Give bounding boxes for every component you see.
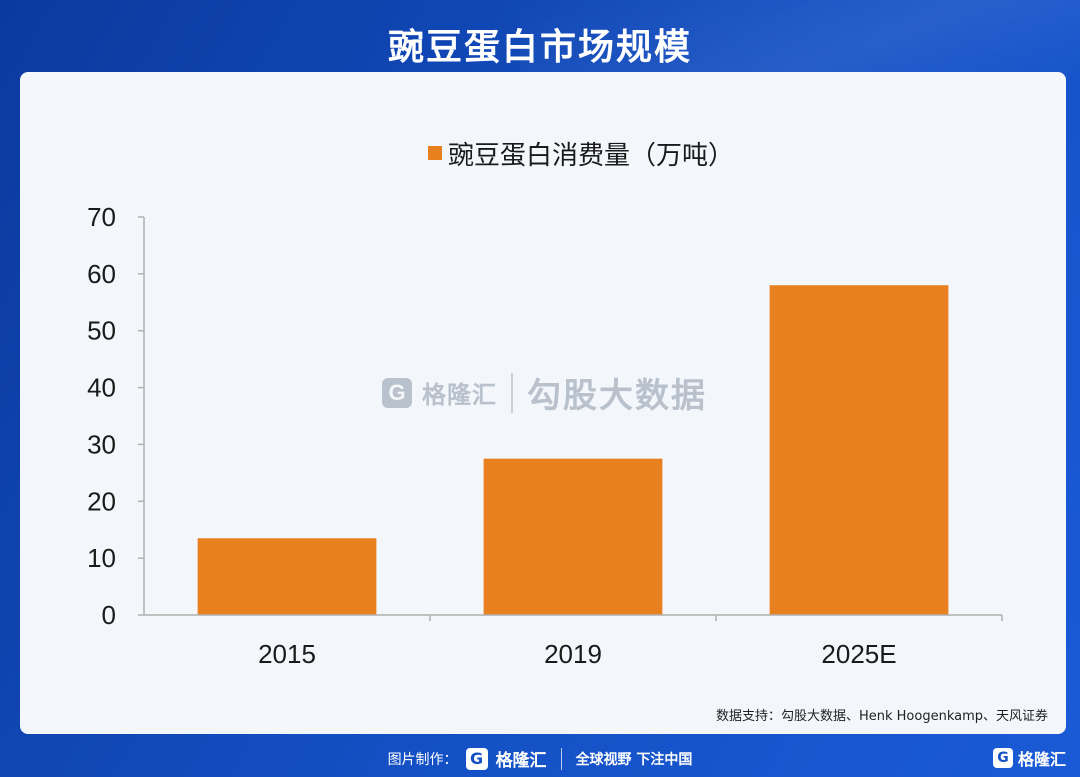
bar-2025e — [769, 285, 949, 615]
watermark: G 格隆汇 勾股大数据 — [382, 368, 707, 417]
footer-divider — [560, 747, 562, 770]
x-tick-label: 2019 — [544, 639, 602, 669]
watermark-brand: 格隆汇 — [422, 382, 497, 409]
x-tick-label: 2025E — [821, 639, 896, 669]
y-tick-label: 60 — [87, 259, 116, 289]
watermark-logo-icon: G — [382, 377, 412, 408]
footer-prefix: 图片制作： — [387, 751, 458, 768]
page-title: 豌豆蛋白市场规模 — [387, 27, 692, 68]
y-tick-label: 0 — [102, 600, 116, 630]
y-tick-label: 50 — [87, 316, 116, 346]
bar-2019 — [483, 458, 663, 615]
y-tick-label: 10 — [87, 543, 116, 573]
chart-card: 豌豆蛋白消费量（万吨） 0 10 20 30 40 50 60 70 2015 2019 2025… — [20, 72, 1066, 734]
chart-legend: 豌豆蛋白消费量（万吨） — [428, 138, 734, 171]
corner-brand-text: 格隆汇 — [1017, 750, 1066, 769]
header-stripe — [520, 0, 1080, 80]
y-tick-label: 70 — [87, 202, 116, 232]
y-tick-label: 20 — [87, 486, 116, 516]
footer-logo-icon: G — [465, 747, 488, 770]
bar-chart: 0 10 20 30 40 50 60 70 2015 2019 2025E — [87, 202, 1003, 669]
y-tick-label: 40 — [87, 373, 116, 403]
footer: 图片制作： G 格隆汇 全球视野 下注中国 — [0, 740, 1080, 777]
watermark-divider — [511, 372, 513, 413]
legend-swatch — [428, 146, 442, 160]
bar-2015 — [197, 538, 377, 615]
legend-label: 豌豆蛋白消费量（万吨） — [448, 140, 735, 171]
x-tick-label: 2015 — [258, 639, 316, 669]
data-source: 数据支持：勾股大数据、Henk Hoogenkamp、天风证券 — [715, 709, 1048, 724]
y-tick-label: 30 — [87, 429, 116, 459]
watermark-text: 勾股大数据 — [527, 377, 707, 415]
footer-slogan: 全球视野 下注中国 — [575, 751, 693, 768]
footer-brand: 格隆汇 — [495, 751, 547, 771]
corner-brand: G 格隆汇 — [992, 746, 1066, 770]
corner-logo-icon: G — [992, 748, 1013, 768]
